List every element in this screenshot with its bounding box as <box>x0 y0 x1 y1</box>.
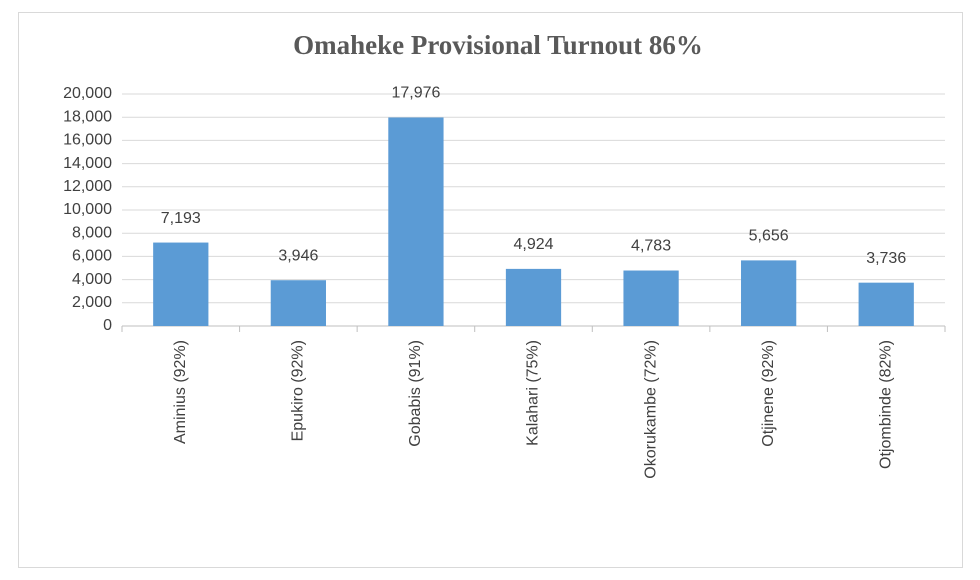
y-tick-label: 12,000 <box>63 178 112 195</box>
value-label: 3,946 <box>278 247 318 264</box>
x-tick-label: Aminius (92%) <box>172 340 189 444</box>
y-tick-label: 18,000 <box>63 108 112 125</box>
y-tick-label: 14,000 <box>63 155 112 172</box>
chart-title: Omaheke Provisional Turnout 86% <box>293 30 703 60</box>
value-label: 4,783 <box>631 238 671 255</box>
bar <box>858 282 914 326</box>
bar <box>505 268 562 326</box>
y-tick-label: 6,000 <box>72 248 112 265</box>
value-label: 17,976 <box>391 85 440 102</box>
bar <box>153 242 209 326</box>
y-tick-label: 4,000 <box>72 271 112 288</box>
y-tick-label: 16,000 <box>63 132 112 149</box>
value-label: 7,193 <box>161 210 201 227</box>
x-tick-label: Epukiro (92%) <box>290 340 307 441</box>
x-tick-label: Otjombinde (82%) <box>877 340 894 469</box>
x-tick-label: Okorukambe (72%) <box>642 340 659 479</box>
bar <box>741 260 797 326</box>
value-label: 4,924 <box>513 236 553 253</box>
y-tick-label: 0 <box>103 317 112 334</box>
x-tick-label: Otjinene (92%) <box>760 340 777 447</box>
value-label: 5,656 <box>749 228 789 245</box>
bar <box>388 117 444 327</box>
y-tick-label: 2,000 <box>72 294 112 311</box>
y-tick-label: 20,000 <box>63 85 112 102</box>
y-tick-label: 10,000 <box>63 201 112 218</box>
x-tick-label: Gobabis (91%) <box>407 340 424 447</box>
value-label: 3,736 <box>866 250 906 267</box>
bar <box>623 270 679 326</box>
y-tick-label: 8,000 <box>72 224 112 241</box>
bar <box>270 280 326 326</box>
x-tick-label: Kalahari (75%) <box>525 340 542 446</box>
